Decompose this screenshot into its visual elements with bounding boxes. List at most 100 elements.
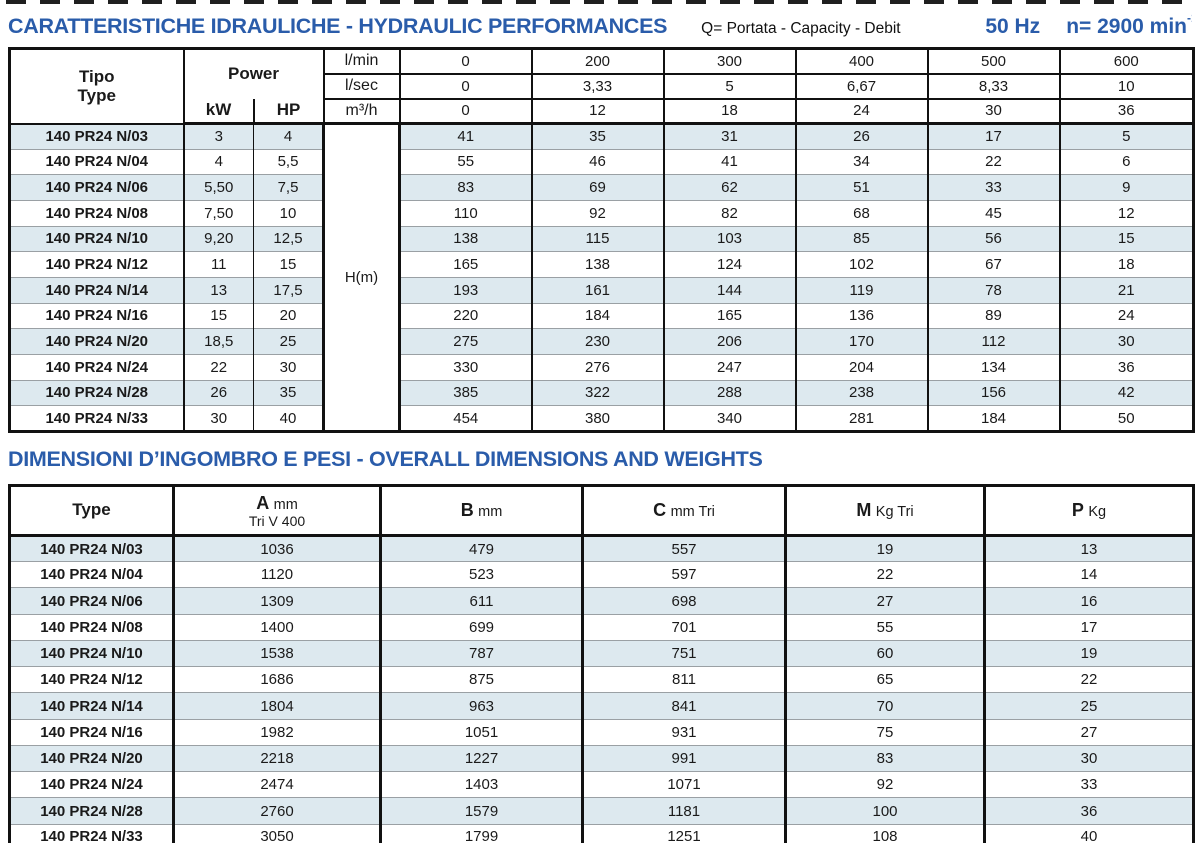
kw-value-cell: 5,50 [183, 174, 254, 201]
hydraulic-heading-row: CARATTERISTICHE IDRAULICHE - HYDRAULIC P… [8, 11, 1192, 41]
dim-sub: Tri V 400 [248, 512, 306, 529]
kw-value-cell: 3 [183, 123, 254, 150]
dim-p-cell: 22 [983, 666, 1194, 693]
dim-c-cell: 991 [581, 744, 786, 772]
dim-p-cell: 25 [983, 692, 1194, 720]
pump-model-cell: 140 PR24 N/28 [9, 797, 175, 825]
pump-model-cell: 140 PR24 N/10 [9, 225, 185, 252]
dim-m-cell: 65 [784, 666, 985, 693]
head-value-cell: 18 [1058, 251, 1194, 278]
flow-value: 24 [794, 97, 929, 125]
head-value-cell: 31 [662, 123, 796, 150]
head-value-cell: 220 [398, 302, 532, 329]
flow-legend: Q= Portata - Capacity - Debit [701, 20, 901, 37]
dimensions-table-row: 140 PR24 N/24 2474 1403 1071 92 33 [9, 771, 1194, 798]
flow-value: 3,33 [530, 72, 665, 100]
dim-p-cell: 40 [983, 823, 1194, 843]
kw-value-cell: 26 [183, 379, 254, 406]
hp-value-cell: 4 [253, 123, 325, 150]
head-value-cell: 247 [662, 353, 796, 381]
head-value-cell: 68 [794, 199, 928, 227]
head-value-cell: 238 [794, 379, 928, 406]
head-value-cell: 92 [530, 199, 664, 227]
flow-value: 12 [530, 97, 665, 125]
head-value-cell: 144 [662, 276, 796, 304]
head-value-cell: 136 [794, 302, 928, 329]
type-column-header: Type [8, 483, 175, 537]
frequency-value: 50 Hz [985, 15, 1041, 38]
hp-value-cell: 40 [253, 405, 325, 432]
hydraulic-table-row: 140 PR24 N/03 3 4 H(m) 41 35 31 26 17 5 [9, 123, 1194, 432]
head-value-cell: 34 [794, 148, 928, 175]
dim-a-cell: 1982 [172, 718, 381, 746]
pump-model-cell: 140 PR24 N/20 [9, 744, 175, 772]
flow-value: 0 [398, 72, 533, 100]
head-value-cell: 165 [662, 302, 796, 329]
dimensions-table-row: 140 PR24 N/12 1686 875 811 65 22 [9, 666, 1194, 693]
pump-model-cell: 140 PR24 N/16 [9, 302, 185, 329]
head-value-cell: 9 [1058, 174, 1194, 201]
flow-value: 5 [662, 72, 797, 100]
dim-b-cell: 1227 [379, 744, 583, 772]
head-value-cell: 36 [1058, 353, 1194, 381]
dim-c-cell: 931 [581, 718, 786, 746]
dim-m-cell: 92 [784, 771, 985, 798]
head-value-cell: 6 [1058, 148, 1194, 175]
dim-m-cell: 70 [784, 692, 985, 720]
type-label: Type [77, 86, 116, 106]
head-value-cell: 82 [662, 199, 796, 227]
flow-value: 18 [662, 97, 797, 125]
flow-value: 6,67 [794, 72, 929, 100]
dimensions-table-header: Type A mm Tri V 400 B mm C mm Tri M Kg T… [8, 483, 1195, 537]
dim-m-cell: 27 [784, 587, 985, 615]
head-value-cell: 45 [926, 199, 1060, 227]
head-value-cell: 55 [398, 148, 532, 175]
dim-b-cell: 787 [379, 639, 583, 667]
hp-value-cell: 25 [253, 328, 325, 355]
head-value-cell: 165 [398, 251, 532, 278]
head-value-cell: 12 [1058, 199, 1194, 227]
tipo-type-header: Tipo Type [8, 47, 185, 125]
hydraulic-table-row: 140 PR24 N/28 26 35 385 322 288 238 156 … [9, 379, 1194, 406]
dim-c-cell: 751 [581, 639, 786, 667]
dim-b-header: B mm [379, 483, 584, 537]
dim-unit: mm [273, 496, 298, 513]
hp-value-cell: 35 [253, 379, 325, 406]
dim-c-cell: 701 [581, 613, 786, 641]
kw-value-cell: 13 [183, 276, 254, 304]
head-value-cell: 193 [398, 276, 532, 304]
head-value-cell: 138 [530, 251, 664, 278]
dim-b-cell: 523 [379, 561, 583, 588]
dimensions-table-row: 140 PR24 N/14 1804 963 841 70 25 [9, 692, 1194, 720]
head-value-cell: 156 [926, 379, 1060, 406]
dim-p-header: P Kg [983, 483, 1195, 537]
hydraulic-performance-table: Tipo Type Power l/min 0 200 300 400 500 … [8, 47, 1195, 433]
dim-b-cell: 1799 [379, 823, 583, 843]
head-unit-cell: H(m) [323, 123, 401, 432]
head-value-cell: 50 [1058, 405, 1194, 432]
hydraulic-section-title: CARATTERISTICHE IDRAULICHE - HYDRAULIC P… [8, 14, 668, 38]
dim-c-cell: 1071 [581, 771, 786, 798]
dim-b-cell: 1051 [379, 718, 583, 746]
pump-model-cell: 140 PR24 N/08 [9, 613, 175, 641]
pump-model-cell: 140 PR24 N/03 [9, 534, 175, 562]
pump-model-cell: 140 PR24 N/14 [9, 276, 185, 304]
hydraulic-table-row: 140 PR24 N/08 7,50 10 110 92 82 68 45 12 [9, 199, 1194, 227]
head-value-cell: 78 [926, 276, 1060, 304]
dim-a-cell: 1309 [172, 587, 381, 615]
dimensions-section-title: DIMENSIONI D’INGOMBRO E PESI - OVERALL D… [8, 446, 763, 471]
speed-value: n= 2900 min [1066, 15, 1187, 38]
pump-model-cell: 140 PR24 N/03 [9, 123, 185, 150]
unit-lsec: l/sec [322, 72, 401, 100]
pump-model-cell: 140 PR24 N/12 [9, 251, 185, 278]
head-value-cell: 110 [398, 199, 532, 227]
flow-value: 0 [398, 97, 533, 125]
pump-model-cell: 140 PR24 N/12 [9, 666, 175, 693]
kw-value-cell: 22 [183, 353, 254, 381]
dimensions-table-body: 140 PR24 N/03 1036 479 557 19 13 140 PR2… [9, 534, 1194, 843]
dim-m-cell: 22 [784, 561, 985, 588]
kw-value-cell: 7,50 [183, 199, 254, 227]
flow-value: 600 [1058, 47, 1195, 75]
dim-p-cell: 36 [983, 797, 1194, 825]
